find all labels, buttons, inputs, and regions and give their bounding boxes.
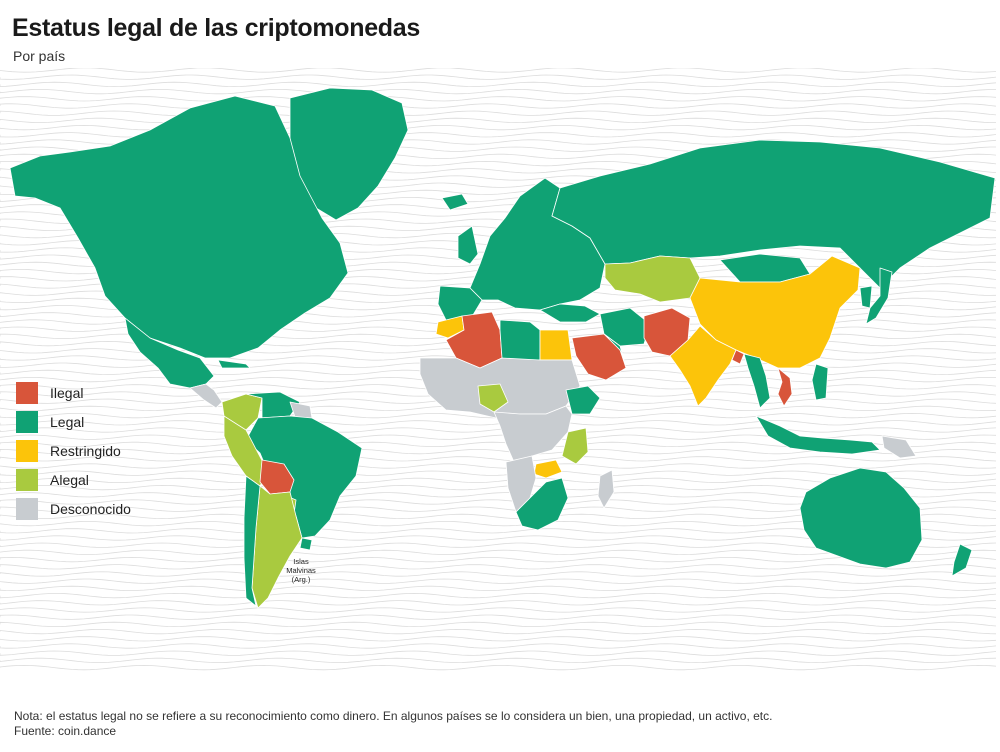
- legend-label-restringido: Restringido: [50, 442, 121, 459]
- region-korea: [859, 285, 873, 309]
- region-myanmar-thailand: [743, 353, 771, 409]
- region-egypt: [539, 329, 573, 361]
- region-papua: [881, 435, 917, 459]
- legend-label-ilegal: Ilegal: [50, 384, 84, 401]
- legend-item-desconocido: Desconocido: [16, 494, 131, 523]
- region-kenya-tanzania: [561, 427, 589, 465]
- legend-item-restringido: Restringido: [16, 436, 131, 465]
- legend-swatch-legal: [16, 410, 38, 433]
- region-india: [669, 325, 737, 407]
- region-ethiopia-region: [565, 385, 601, 415]
- legend-label-legal: Legal: [50, 413, 85, 430]
- region-iceland: [441, 193, 469, 211]
- legend-swatch-alegal: [16, 468, 38, 491]
- region-vietnam: [777, 367, 793, 407]
- legend: Ilegal Legal Restringido Alegal Desconoc…: [16, 378, 131, 523]
- region-madagascar: [597, 469, 615, 509]
- region-central-africa: [493, 405, 573, 463]
- map-title: Estatus legal de las criptomonedas: [12, 14, 420, 42]
- region-gulf: [603, 333, 625, 361]
- legend-item-alegal: Alegal: [16, 465, 131, 494]
- region-libya: [499, 319, 541, 365]
- region-uk: [457, 225, 479, 265]
- map-regions: [9, 87, 996, 609]
- region-chile: [243, 475, 261, 607]
- region-indonesia: [755, 415, 881, 455]
- footnote: Nota: el estatus legal no se refiere a s…: [14, 709, 773, 723]
- world-map: [0, 68, 997, 671]
- region-japan: [865, 267, 893, 325]
- falkland-islands-label: Islas Malvinas (Arg.): [286, 557, 316, 584]
- map-subtitle: Por país: [13, 48, 66, 64]
- region-new-zealand: [951, 543, 973, 577]
- legend-label-desconocido: Desconocido: [50, 500, 131, 517]
- region-canada-usa: [9, 95, 349, 359]
- region-zambia: [533, 459, 563, 479]
- region-philippines: [811, 363, 829, 401]
- region-nigeria: [477, 383, 509, 413]
- legend-swatch-desconocido: [16, 497, 38, 520]
- legend-item-ilegal: Ilegal: [16, 378, 131, 407]
- legend-item-legal: Legal: [16, 407, 131, 436]
- legend-swatch-ilegal: [16, 381, 38, 404]
- region-south-africa: [515, 477, 569, 531]
- legend-label-alegal: Alegal: [50, 471, 89, 488]
- source-credit: Fuente: coin.dance: [14, 724, 117, 738]
- region-australia: [799, 467, 923, 569]
- legend-swatch-restringido: [16, 439, 38, 462]
- region-caribbean: [217, 359, 251, 369]
- region-uruguay: [299, 537, 313, 551]
- region-bangladesh: [731, 349, 745, 365]
